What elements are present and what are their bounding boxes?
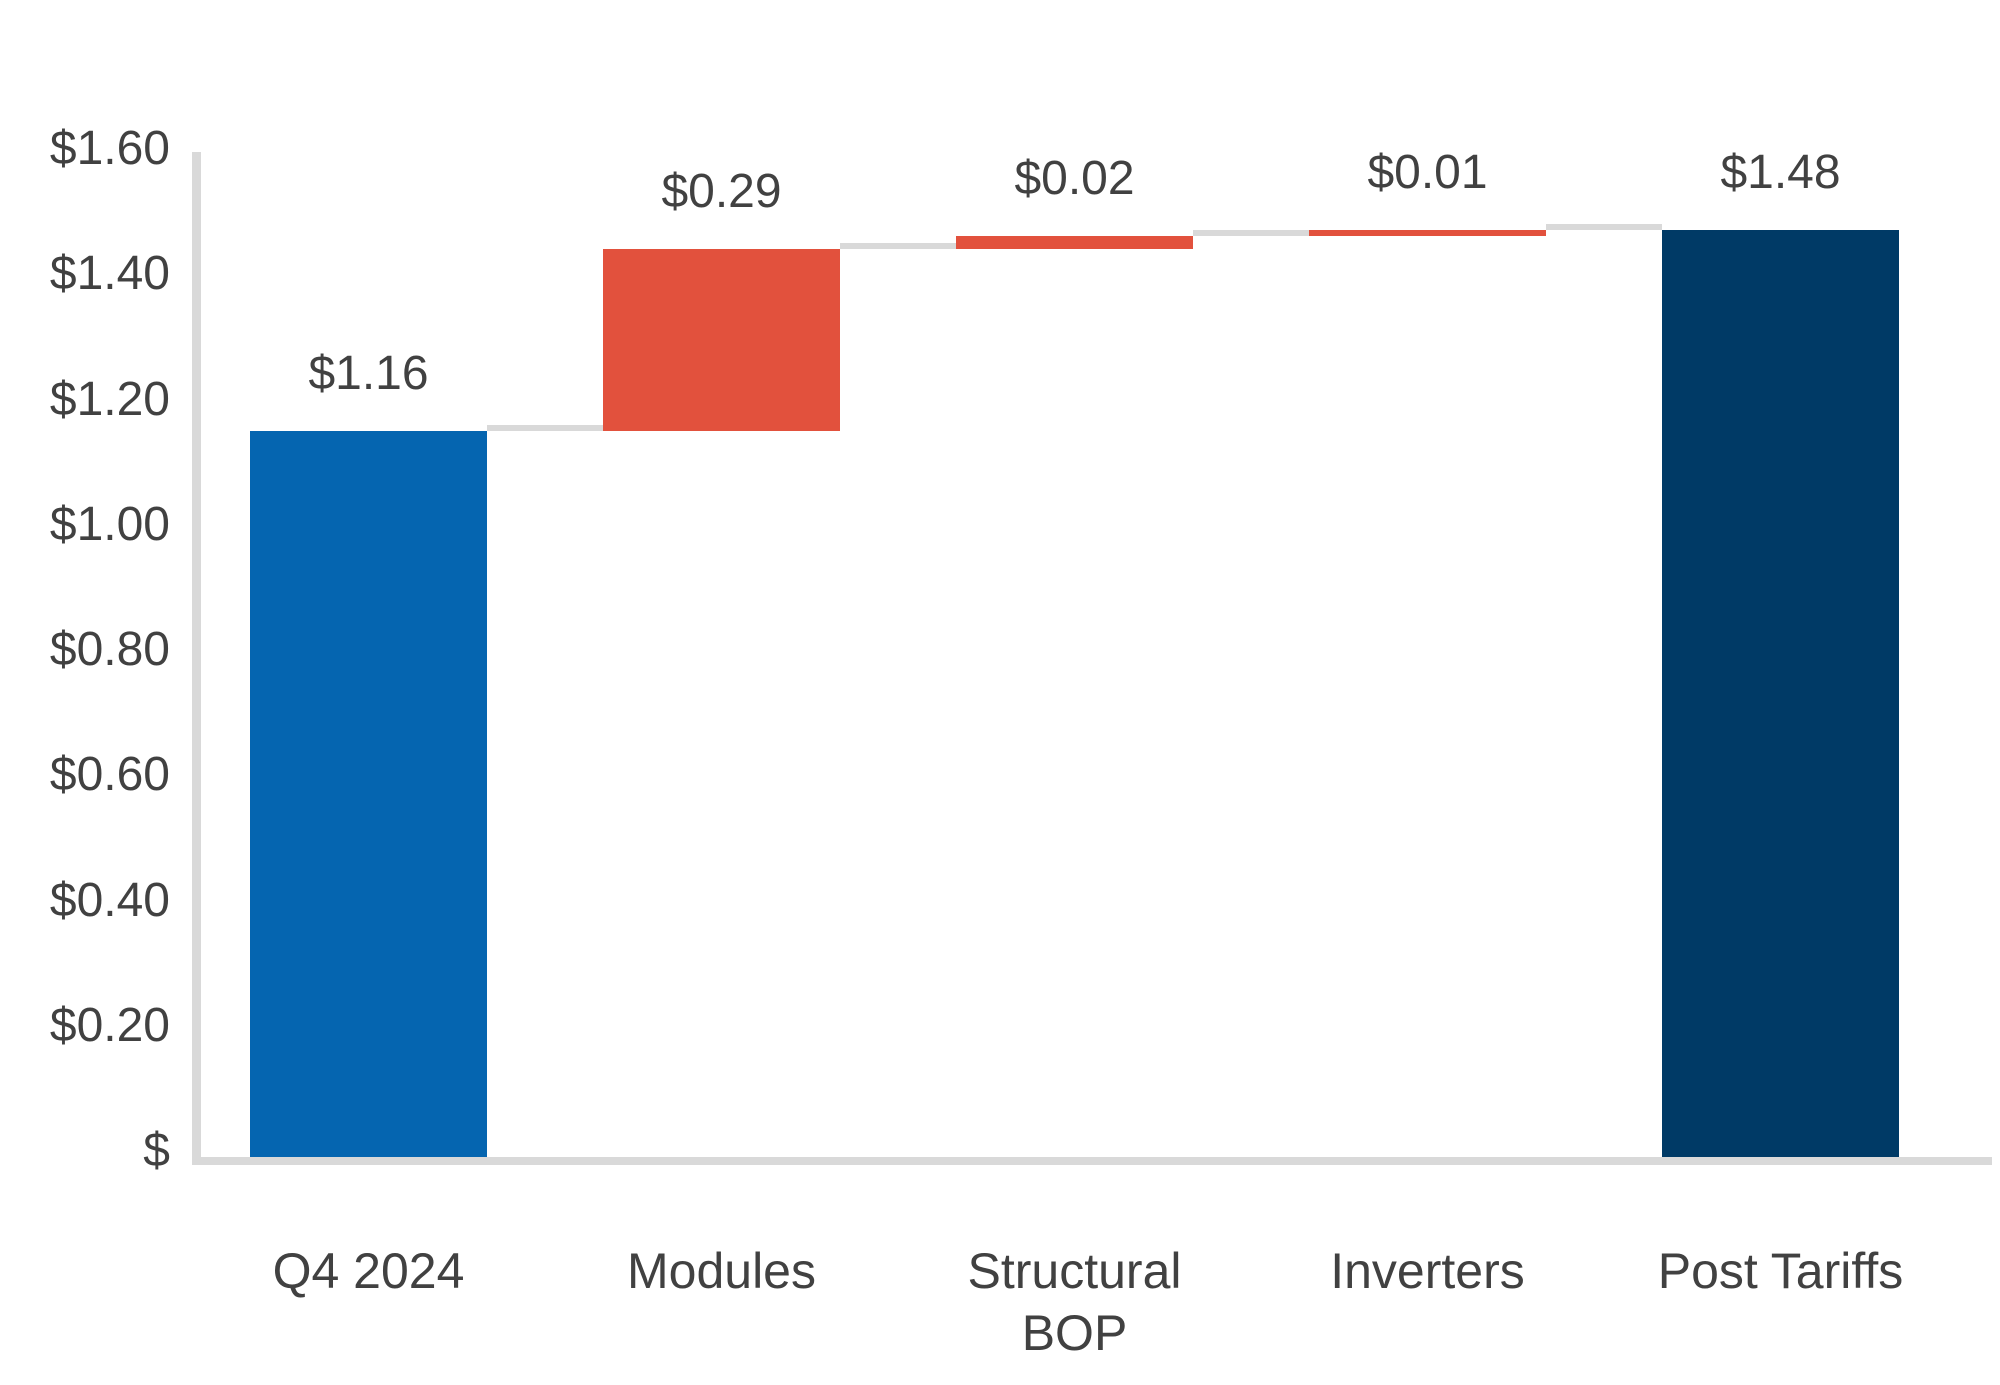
y-axis-tick-label-1-60: $1.60 xyxy=(49,122,170,175)
category-label-line: Structural xyxy=(967,1243,1182,1299)
connector-inverters-to-post-tariffs xyxy=(1546,224,1662,231)
value-label-structural-bop: $0.02 xyxy=(1014,152,1135,206)
category-label-q4-2024: Q4 2024 xyxy=(159,1240,579,1302)
category-label-structural-bop: Structural BOP xyxy=(865,1240,1285,1364)
y-axis-tick-label-1-00: $1.00 xyxy=(49,497,170,551)
bar-inverters xyxy=(1309,230,1546,237)
value-label-inverters: $0.01 xyxy=(1367,146,1488,200)
y-axis-line xyxy=(192,152,201,1165)
category-label-line: Q4 2024 xyxy=(272,1243,465,1299)
value-label-modules: $0.29 xyxy=(661,164,782,218)
value-label-q4-2024: $1.16 xyxy=(308,346,429,400)
category-label-inverters: Inverters xyxy=(1218,1240,1638,1302)
category-label-line: Post Tariffs xyxy=(1657,1243,1904,1299)
bar-q4-2024 xyxy=(250,430,487,1157)
connector-q4-2024-to-modules xyxy=(487,424,603,431)
x-axis-line xyxy=(192,1157,1992,1165)
y-axis-tick-label-0-20: $0.20 xyxy=(49,998,170,1052)
category-label-post-tariffs: Post Tariffs xyxy=(1571,1240,1991,1302)
bar-modules xyxy=(603,248,840,431)
category-label-line: Modules xyxy=(627,1243,816,1299)
connector-modules-to-structural-bop xyxy=(840,242,956,249)
bar-post-tariffs xyxy=(1662,230,1899,1157)
category-label-modules: Modules xyxy=(512,1240,932,1302)
category-label-line: BOP xyxy=(1021,1305,1128,1361)
y-axis-tick-label-1-40: $1.40 xyxy=(49,247,170,301)
y-axis-tick-label-0-60: $0.60 xyxy=(49,748,170,802)
y-axis-tick-label-zero: $ xyxy=(143,1124,170,1177)
connector-structural-bop-to-inverters xyxy=(1193,230,1309,237)
y-axis-tick-label-0-40: $0.40 xyxy=(49,873,170,927)
category-label-line: Inverters xyxy=(1330,1243,1525,1299)
bar-structural-bop xyxy=(956,236,1193,249)
value-label-post-tariffs: $1.48 xyxy=(1720,146,1841,200)
y-axis-tick-label-1-20: $1.20 xyxy=(49,372,170,426)
y-axis-tick-label-0-80: $0.80 xyxy=(49,623,170,676)
